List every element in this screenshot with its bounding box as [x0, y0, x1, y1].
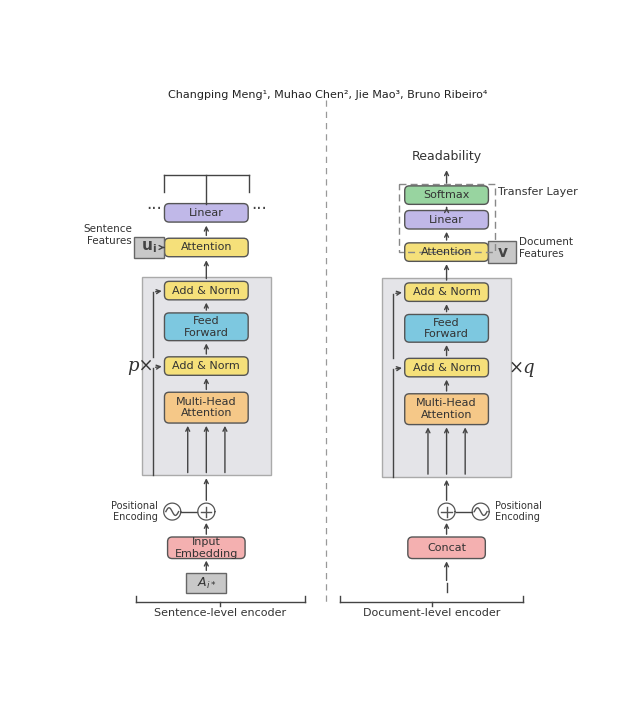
Text: Feed
Forward: Feed Forward	[424, 317, 469, 339]
Text: Input
Embedding: Input Embedding	[175, 537, 238, 559]
Text: ...: ...	[251, 194, 267, 213]
FancyBboxPatch shape	[164, 313, 248, 340]
Text: p×: p×	[127, 357, 154, 375]
Text: Feed
Forward: Feed Forward	[184, 316, 228, 338]
Text: Positional
Encoding: Positional Encoding	[495, 501, 541, 522]
FancyBboxPatch shape	[164, 204, 248, 222]
Text: Linear: Linear	[189, 208, 224, 218]
FancyBboxPatch shape	[404, 283, 488, 301]
FancyBboxPatch shape	[134, 237, 164, 258]
Text: Attention: Attention	[180, 242, 232, 253]
Text: Positional
Encoding: Positional Encoding	[111, 501, 158, 522]
Text: Concat: Concat	[427, 543, 466, 552]
Text: ...: ...	[146, 194, 161, 213]
Text: Add & Norm: Add & Norm	[172, 361, 240, 371]
Text: $\mathbf{v}$: $\mathbf{v}$	[497, 244, 508, 260]
FancyBboxPatch shape	[164, 238, 248, 257]
Text: $\mathbf{u_i}$: $\mathbf{u_i}$	[141, 239, 157, 256]
FancyBboxPatch shape	[164, 282, 248, 300]
FancyBboxPatch shape	[142, 277, 271, 475]
FancyBboxPatch shape	[382, 278, 511, 477]
FancyBboxPatch shape	[404, 358, 488, 377]
Text: Document
Features: Document Features	[520, 237, 573, 259]
FancyBboxPatch shape	[186, 574, 227, 593]
Text: Sentence
Features: Sentence Features	[83, 225, 132, 246]
Text: Linear: Linear	[429, 215, 464, 225]
FancyBboxPatch shape	[404, 211, 488, 229]
Text: Changping Meng¹, Muhao Chen², Jie Mao³, Bruno Ribeiro⁴: Changping Meng¹, Muhao Chen², Jie Mao³, …	[168, 91, 488, 100]
Text: $A_{i*}$: $A_{i*}$	[196, 576, 216, 591]
Text: Multi-Head
Attention: Multi-Head Attention	[176, 397, 237, 418]
FancyBboxPatch shape	[404, 186, 488, 204]
Text: Add & Norm: Add & Norm	[413, 287, 481, 297]
FancyBboxPatch shape	[164, 357, 248, 376]
FancyBboxPatch shape	[404, 314, 488, 342]
Text: Add & Norm: Add & Norm	[172, 286, 240, 296]
FancyBboxPatch shape	[404, 243, 488, 261]
Text: Multi-Head
Attention: Multi-Head Attention	[416, 398, 477, 420]
FancyBboxPatch shape	[408, 537, 485, 559]
Text: Sentence-level encoder: Sentence-level encoder	[154, 608, 286, 618]
Text: Transfer Layer: Transfer Layer	[499, 187, 579, 197]
Text: Document-level encoder: Document-level encoder	[363, 608, 500, 618]
Text: Attention: Attention	[421, 247, 472, 257]
Text: Readability: Readability	[412, 150, 482, 163]
FancyBboxPatch shape	[168, 537, 245, 559]
FancyBboxPatch shape	[488, 241, 516, 263]
FancyBboxPatch shape	[404, 394, 488, 425]
FancyBboxPatch shape	[164, 392, 248, 423]
Text: Softmax: Softmax	[424, 190, 470, 200]
Text: ×q: ×q	[508, 359, 535, 376]
Text: Add & Norm: Add & Norm	[413, 363, 481, 373]
